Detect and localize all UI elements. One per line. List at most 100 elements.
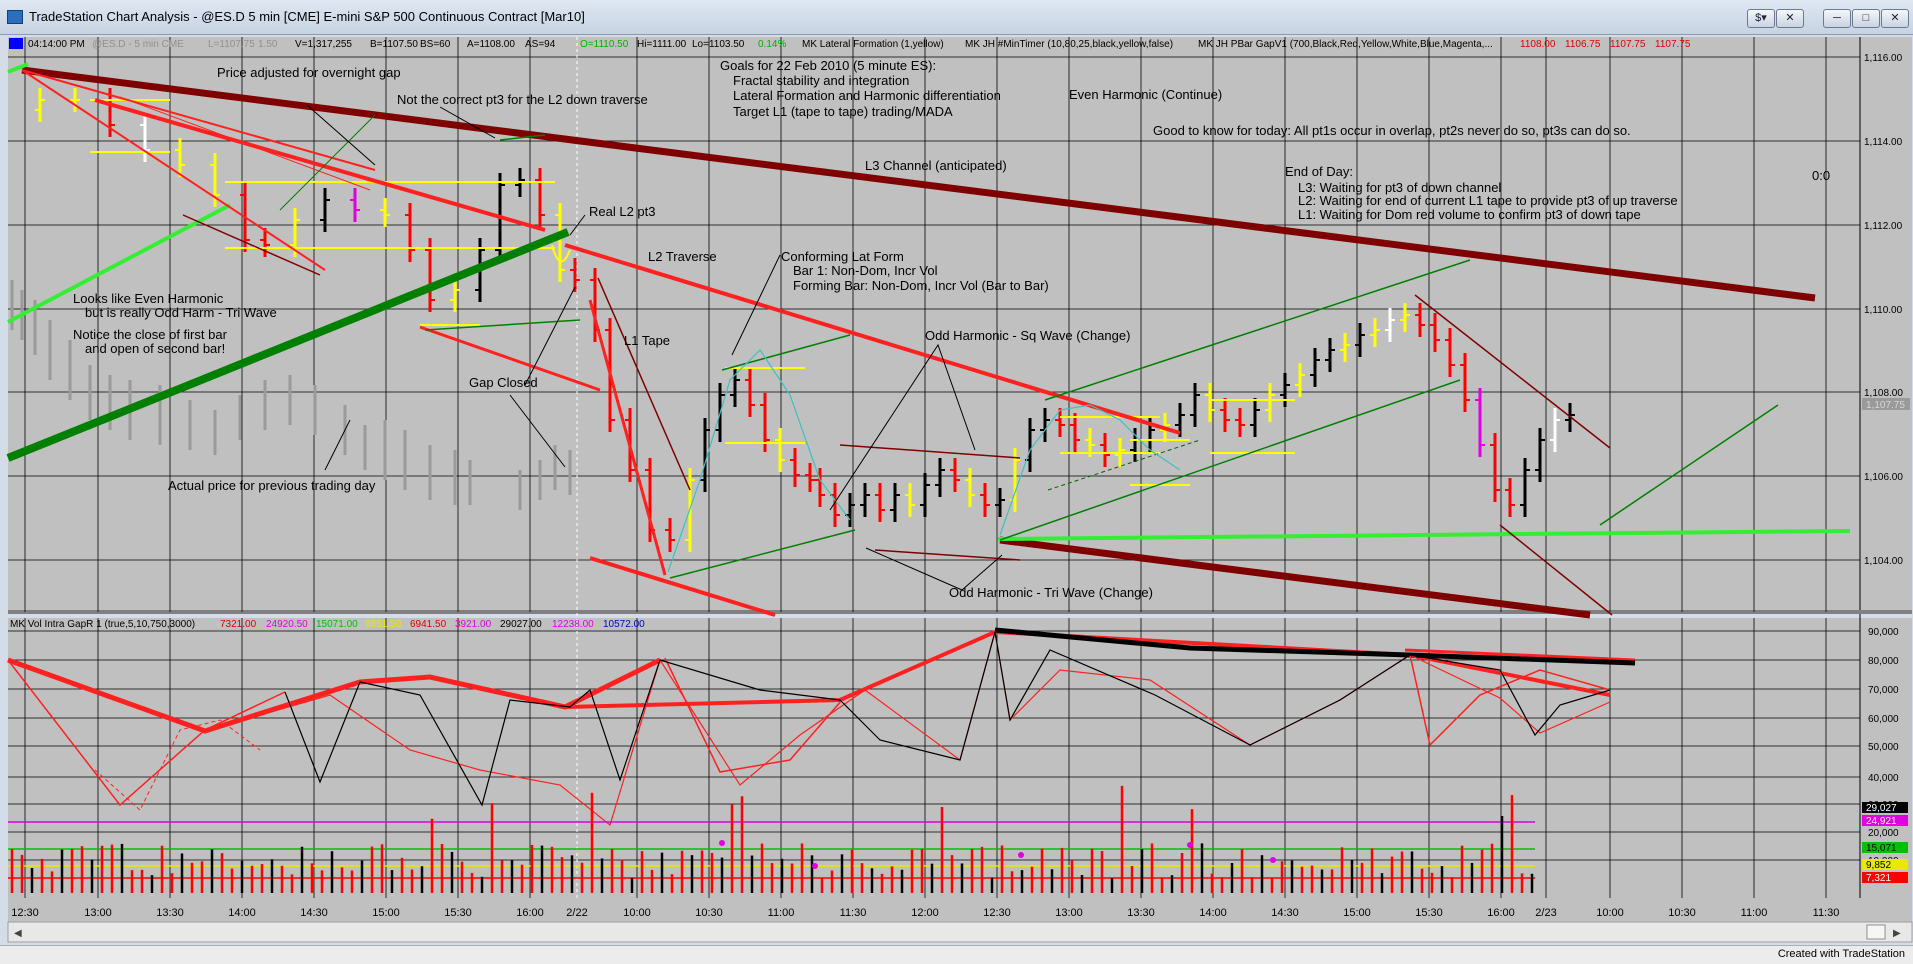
time-axis-label: 15:30: [1415, 907, 1443, 919]
time-axis-label: 15:30: [444, 907, 472, 919]
maximize-button[interactable]: □: [1852, 9, 1880, 28]
volume-dot-marker: [812, 863, 818, 869]
price-pane[interactable]: [8, 37, 1860, 612]
cyan-wave-line-2: [999, 404, 1181, 536]
green-dashed-line: [1047, 439, 1201, 491]
annotation-l1-tape: L1 Tape: [624, 333, 670, 348]
header-low: Lo=1103.50: [692, 39, 745, 50]
red-down-line-3: [94, 98, 546, 232]
price-axis-label: 1,110.00: [1864, 305, 1903, 316]
chart-area[interactable]: ◀ ▶: [0, 35, 1913, 945]
real-l2-pt3-marker: [551, 244, 571, 263]
l2-traverse-line[interactable]: [564, 243, 1181, 435]
annotation-odd-tri: Odd Harmonic - Tri Wave (Change): [949, 585, 1153, 600]
vol-value-8: 12238.00: [552, 619, 594, 630]
volume-pane[interactable]: [8, 618, 1860, 898]
time-axis-label: 13:30: [1127, 907, 1155, 919]
time-axis-label: 10:30: [695, 907, 723, 919]
green-tape-line-2: [721, 334, 851, 371]
scroll-left-arrow[interactable]: ◀: [14, 928, 22, 939]
header-ask-size: AS=94: [525, 39, 556, 50]
symbol-menu-button[interactable]: $▾: [1747, 9, 1775, 28]
price-axis-label: 1,108.00: [1864, 388, 1903, 399]
scroll-thumb[interactable]: [1866, 924, 1886, 940]
l3-channel-lower-line[interactable]: [999, 536, 1591, 619]
bright-green-support-line[interactable]: [997, 529, 1851, 541]
price-axis[interactable]: [1860, 37, 1912, 612]
cyan-wave-line-1: [667, 349, 851, 573]
credit-text: Created with TradeStation: [1777, 948, 1905, 960]
red-down-line-2: [21, 69, 326, 271]
green-up-channel-bottom: [999, 379, 1461, 541]
price-axis-label: 1,106.00: [1864, 472, 1903, 483]
vol-value-6: 3921.00: [455, 619, 492, 630]
trendlines: [6, 62, 1851, 619]
volume-axis-label: 20,000: [1868, 828, 1899, 839]
green-tape-line-1: [669, 529, 856, 579]
header-pct: 0.14%: [758, 39, 786, 50]
time-axis-label: 13:00: [1055, 907, 1083, 919]
time-axis-label: 2/22: [566, 907, 587, 919]
volume-axis-label: 80,000: [1868, 656, 1899, 667]
green-thin-line: [279, 114, 376, 211]
time-axis-label: 13:00: [84, 907, 112, 919]
horizontal-scrollbar[interactable]: [7, 921, 1913, 943]
green-stub-line: [7, 62, 29, 74]
dark-red-lateral-bottom: [874, 549, 1021, 561]
vol-value-3: 15071.00: [316, 619, 358, 630]
symbol-link-icon[interactable]: [9, 38, 23, 49]
annotation-eod-1: L3: Waiting for pt3 of down channel: [1298, 180, 1501, 195]
header-v4: 1107.75: [1655, 39, 1691, 50]
annotation-not-correct: Not the correct pt3 for the L2 down trav…: [397, 92, 648, 107]
volume-value-marker: [1862, 842, 1908, 853]
l2-green-up-line[interactable]: [6, 228, 570, 462]
time-axis-label: 10:00: [1596, 907, 1624, 919]
window-title: TradeStation Chart Analysis - @ES.D 5 mi…: [29, 9, 585, 24]
time-axis-label: 16:00: [1487, 907, 1515, 919]
time-axis[interactable]: [8, 898, 1912, 922]
price-axis-label: 1,112.00: [1864, 221, 1903, 232]
time-axis-label: 11:00: [768, 907, 795, 919]
time-axis-label: 16:00: [516, 907, 544, 919]
close-chart-button[interactable]: ✕: [1776, 9, 1804, 28]
header-high: Hi=1111.00: [637, 39, 687, 50]
time-axis-label: 14:30: [300, 907, 328, 919]
volume-axis-label: 70,000: [1868, 685, 1899, 696]
header-ind2: MK JH #MinTimer (10,80,25,black,yellow,f…: [965, 39, 1173, 50]
time-axis-label: 15:00: [372, 907, 400, 919]
green-gap-line: [424, 319, 581, 331]
time-axis-label: 12:00: [911, 907, 939, 919]
time-axis-label: 12:30: [983, 907, 1011, 919]
l3-channel-upper-line[interactable]: [21, 66, 1816, 302]
price-axis-label: 1,116.00: [1864, 53, 1903, 64]
volume-dot-marker: [1018, 852, 1024, 858]
time-axis-label: 10:00: [623, 907, 651, 919]
time-axis-label: 10:30: [1668, 907, 1696, 919]
annotation-ratio: 0:0: [1812, 168, 1830, 183]
close-window-button[interactable]: ✕: [1881, 9, 1909, 28]
volume-value-label: 29,027: [1866, 803, 1897, 814]
volume-value-label: 24,921: [1866, 816, 1897, 827]
annotation-gap-closed: Gap Closed: [469, 375, 538, 390]
time-axis-label: 2/23: [1535, 907, 1556, 919]
annotation-conforming: Conforming Lat Form: [781, 249, 904, 264]
annotation-price-adjusted: Price adjusted for overnight gap: [217, 65, 401, 80]
price-pane-header: 04:14:00 PM @ES.D - 5 min CME L=1107.75 …: [9, 38, 1691, 50]
minimize-button[interactable]: ─: [1823, 9, 1851, 28]
vol-value-9: 10572.00: [603, 619, 645, 630]
volume-value-marker: [1862, 859, 1908, 870]
annotation-eod-title: End of Day:: [1285, 164, 1353, 179]
red-thin-line: [119, 96, 371, 191]
annotation-eod-2: L2: Waiting for end of current L1 tape t…: [1298, 193, 1678, 208]
scroll-right-arrow[interactable]: ▶: [1893, 928, 1901, 939]
header-ind1: MK Lateral Formation (1,yellow): [802, 39, 944, 50]
last-price-label: 1,107.75: [1866, 400, 1905, 411]
dark-red-tape-line: [1414, 294, 1611, 449]
volume-axis-label: 50,000: [1868, 742, 1899, 753]
annotation-looks-like: Looks like Even Harmonic: [73, 291, 224, 306]
time-axis-label: 14:00: [228, 907, 256, 919]
dark-red-lateral-top: [839, 444, 1021, 459]
header-last: L=1107.75: [208, 39, 255, 50]
green-short-line: [499, 134, 546, 141]
